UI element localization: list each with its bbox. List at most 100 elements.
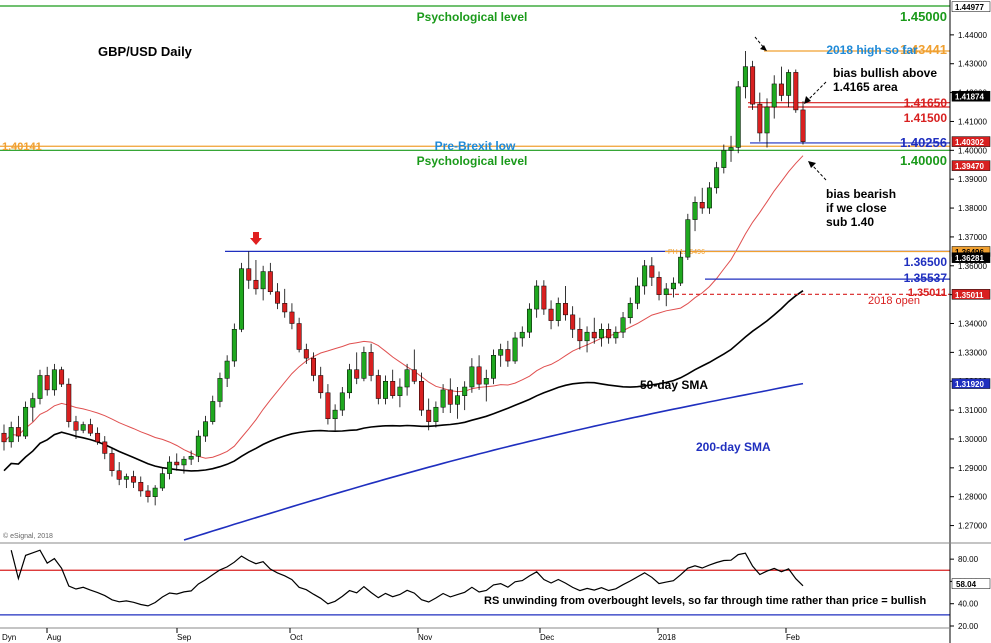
candle-body bbox=[253, 279, 259, 290]
candles bbox=[1, 51, 806, 506]
y-tick-label: 1.29000 bbox=[958, 464, 987, 473]
candle-body bbox=[246, 268, 252, 281]
price-tag-label: 1.41874 bbox=[955, 93, 984, 102]
annotation-bias-bearish: bias bearish if we close sub 1.40 bbox=[826, 187, 896, 229]
candle-body bbox=[685, 219, 691, 258]
sma-20-line bbox=[3, 155, 804, 459]
annotation-line: sub 1.40 bbox=[826, 215, 874, 229]
candle-body bbox=[203, 421, 209, 437]
candle-body bbox=[167, 461, 173, 474]
candle-body bbox=[462, 386, 468, 396]
arrow-decorations bbox=[250, 36, 827, 245]
level-value-label: 1.40000 bbox=[900, 153, 947, 168]
candle-body bbox=[411, 369, 417, 382]
x-tick-label: Oct bbox=[290, 633, 303, 642]
candle-body bbox=[570, 314, 576, 330]
candle-body bbox=[678, 256, 684, 284]
price-tag-label: 1.31920 bbox=[955, 380, 984, 389]
price-tag bbox=[951, 136, 991, 147]
level-value-label: 1.41650 bbox=[904, 96, 948, 110]
candle-body bbox=[102, 441, 108, 454]
candle-body bbox=[591, 331, 597, 339]
x-tick-label: Aug bbox=[47, 633, 61, 642]
candle-body bbox=[476, 366, 482, 385]
y-tick-label: 1.27000 bbox=[958, 522, 987, 531]
candle-body bbox=[195, 435, 201, 457]
candle-body bbox=[490, 355, 496, 379]
candle-body bbox=[375, 375, 381, 399]
y-tick-label: 1.40000 bbox=[958, 146, 987, 155]
candle-body bbox=[174, 461, 180, 466]
candle-body bbox=[123, 476, 129, 480]
candle-body bbox=[73, 421, 79, 431]
candle-body bbox=[87, 424, 93, 434]
candle-body bbox=[692, 202, 698, 220]
rsi-tick-label: 20.00 bbox=[958, 622, 979, 631]
level-note: Psychological level bbox=[417, 10, 528, 24]
level-value-label: 1.43441 bbox=[900, 42, 947, 57]
level-note: Psychological level bbox=[417, 154, 528, 168]
candle-body bbox=[620, 317, 626, 333]
price-tag-label: 1.44977 bbox=[955, 3, 984, 12]
candle-body bbox=[383, 380, 388, 399]
candle-body bbox=[598, 329, 604, 339]
annotation-line: bias bearish bbox=[826, 187, 896, 201]
candle-body bbox=[95, 432, 101, 443]
candle-body bbox=[584, 331, 590, 342]
level-note: 2018 open bbox=[868, 295, 920, 307]
annotation-bias-bullish: bias bullish above 1.4165 area bbox=[833, 66, 937, 94]
annotation-line: if we close bbox=[826, 201, 887, 215]
price-tag bbox=[951, 252, 991, 263]
level-note: 2018 high so far bbox=[826, 43, 918, 57]
candle-body bbox=[152, 487, 158, 497]
candle-body bbox=[742, 66, 748, 88]
y-tick-label: 1.39000 bbox=[958, 175, 987, 184]
candle-body bbox=[699, 202, 705, 209]
candle-body bbox=[354, 369, 360, 379]
candle-body bbox=[526, 308, 532, 333]
rsi-line bbox=[10, 549, 804, 607]
y-tick-label: 1.41000 bbox=[958, 117, 987, 126]
candle-body bbox=[426, 409, 432, 422]
price-tag bbox=[951, 1, 991, 12]
candle-body bbox=[483, 378, 489, 385]
candle-body bbox=[339, 392, 345, 411]
x-tick-label: Sep bbox=[177, 633, 192, 642]
candle-body bbox=[224, 360, 230, 379]
price-tag bbox=[951, 289, 991, 300]
y-tick-label: 1.28000 bbox=[958, 493, 987, 502]
sma-50-line bbox=[3, 290, 804, 472]
candle-body bbox=[778, 83, 784, 96]
rsi-last-label: 58.04 bbox=[956, 580, 977, 589]
candle-body bbox=[37, 375, 43, 399]
candle-body bbox=[642, 265, 648, 287]
candle-body bbox=[670, 282, 676, 290]
arrowhead-bearish-icon bbox=[808, 161, 816, 168]
candle-body bbox=[361, 352, 367, 379]
x-tick-label: Dec bbox=[540, 633, 554, 642]
level-value-label: 1.36500 bbox=[904, 255, 948, 269]
candle-body bbox=[390, 380, 396, 396]
candle-body bbox=[706, 187, 712, 209]
candle-body bbox=[548, 308, 554, 321]
candle-body bbox=[59, 369, 65, 385]
y-tick-label: 1.30000 bbox=[958, 435, 987, 444]
candle-body bbox=[116, 470, 122, 480]
level-value-label: 1.45000 bbox=[900, 9, 947, 24]
candle-body bbox=[721, 150, 727, 168]
candle-body bbox=[109, 453, 115, 471]
annotation-200-day-sma: 200-day SMA bbox=[696, 440, 771, 454]
candle-body bbox=[145, 490, 151, 497]
candle-body bbox=[469, 366, 475, 388]
arrowhead-top-icon bbox=[760, 45, 767, 51]
chart-title: GBP/USD Daily bbox=[98, 44, 193, 59]
candle-body bbox=[267, 271, 273, 293]
candle-body bbox=[397, 386, 403, 396]
annotation-line: 1.4165 area bbox=[833, 80, 898, 94]
candle-body bbox=[771, 83, 777, 108]
candle-body bbox=[15, 427, 21, 437]
candle-body bbox=[181, 458, 187, 466]
candle-body bbox=[606, 329, 612, 339]
